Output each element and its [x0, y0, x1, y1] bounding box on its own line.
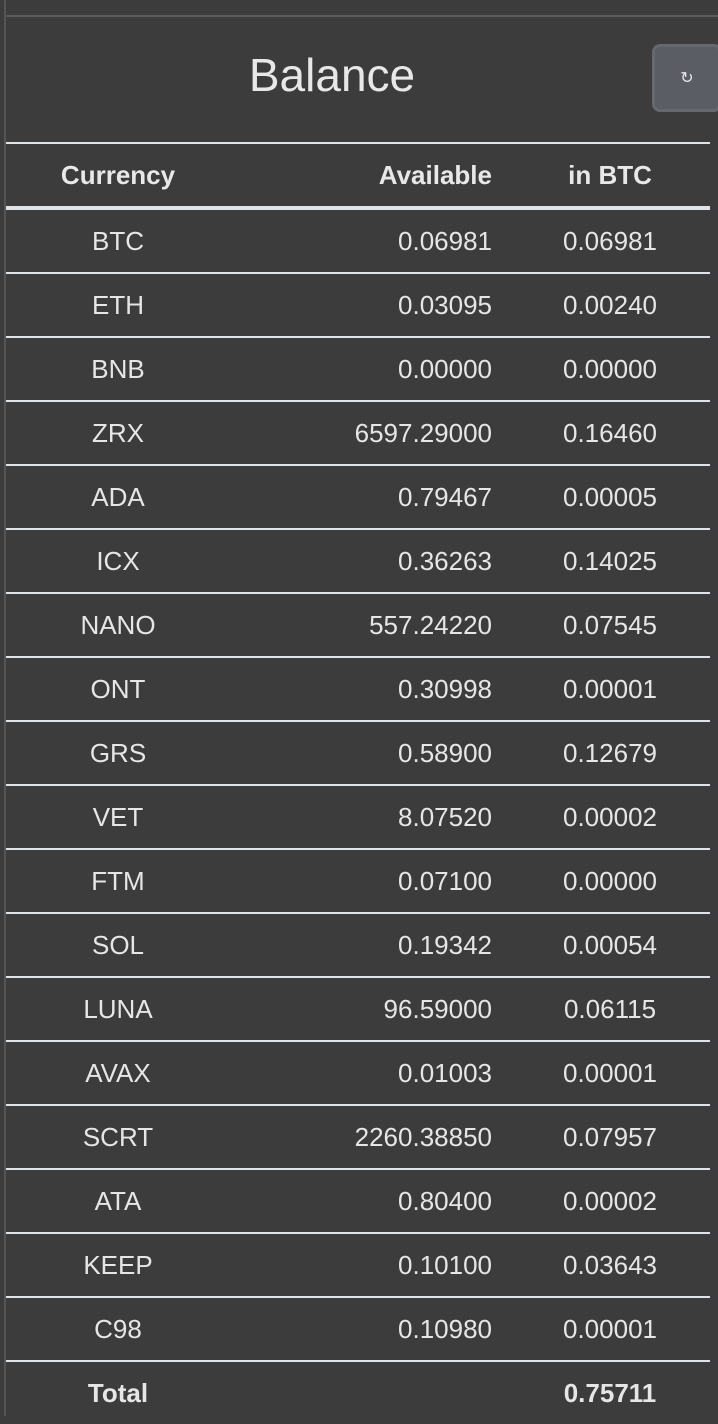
- table-row: AVAX 0.01003 0.00001: [6, 1041, 710, 1105]
- cell-in-btc: 0.00001: [563, 673, 657, 704]
- cell-currency: ATA: [94, 1185, 142, 1216]
- cell-currency: ONT: [90, 673, 146, 704]
- cell-in-btc: 0.00000: [563, 353, 657, 384]
- table-row: ATA 0.80400 0.00002: [6, 1169, 710, 1233]
- cell-currency: VET: [92, 801, 144, 832]
- cell-in-btc: 0.07545: [563, 609, 657, 640]
- table-row: GRS 0.58900 0.12679: [6, 721, 710, 785]
- table-row: BNB 0.00000 0.00000: [6, 337, 710, 401]
- cell-in-btc: 0.06981: [563, 225, 657, 256]
- table-row: ZRX 6597.29000 0.16460: [6, 401, 710, 465]
- table-row: VET 8.07520 0.00002: [6, 785, 710, 849]
- table-row: KEEP 0.10100 0.03643: [6, 1233, 710, 1297]
- total-row: Total 0.75711: [6, 1361, 710, 1424]
- refresh-button[interactable]: ↻: [652, 44, 718, 112]
- cell-currency: SOL: [91, 929, 145, 960]
- table-row: FTM 0.07100 0.00000: [6, 849, 710, 913]
- cell-available: 0.03095: [398, 289, 492, 320]
- cell-available: 0.06981: [398, 225, 492, 256]
- cell-available: 0.58900: [398, 737, 492, 768]
- cell-in-btc: 0.00005: [563, 481, 657, 512]
- cell-available: 0.01003: [398, 1057, 492, 1088]
- cell-currency: ADA: [91, 481, 145, 512]
- cell-available: 0.30998: [398, 673, 492, 704]
- balance-table: Currency Available in BTC BTC 0.06981 0.06…: [6, 142, 710, 1424]
- cell-currency: NANO: [80, 609, 156, 640]
- table-row: ICX 0.36263 0.14025: [6, 529, 710, 593]
- cell-available: 96.59000: [383, 993, 492, 1024]
- cell-currency: GRS: [89, 737, 147, 768]
- cell-available: 8.07520: [398, 801, 492, 832]
- cell-currency: ETH: [92, 289, 144, 320]
- panel-border: [4, 0, 6, 1416]
- cell-currency: ICX: [96, 545, 140, 576]
- table-row: LUNA 96.59000 0.06115: [6, 977, 710, 1041]
- cell-in-btc: 0.00002: [563, 801, 657, 832]
- table-row: C98 0.10980 0.00001: [6, 1297, 710, 1361]
- cell-currency: AVAX: [85, 1057, 151, 1088]
- table-row: ETH 0.03095 0.00240: [6, 273, 710, 337]
- cell-available: 0.36263: [398, 545, 492, 576]
- cell-currency: ZRX: [92, 417, 144, 448]
- cell-available: 0.19342: [398, 929, 492, 960]
- cell-available: 0.07100: [398, 865, 492, 896]
- cell-currency: FTM: [91, 865, 145, 896]
- cell-currency: LUNA: [83, 993, 153, 1024]
- total-value: 0.75711: [563, 1377, 657, 1408]
- cell-available: 557.24220: [369, 609, 492, 640]
- cell-available: 0.00000: [398, 353, 492, 384]
- cell-in-btc: 0.00002: [563, 1185, 657, 1216]
- cell-in-btc: 0.14025: [563, 545, 657, 576]
- cell-available: 6597.29000: [354, 417, 492, 448]
- table-row: ADA 0.79467 0.00005: [6, 465, 710, 529]
- cell-in-btc: 0.00000: [563, 865, 657, 896]
- divider: [6, 15, 718, 17]
- cell-in-btc: 0.00054: [563, 929, 657, 960]
- cell-in-btc: 0.00240: [563, 289, 657, 320]
- total-available: [230, 1361, 510, 1424]
- cell-in-btc: 0.06115: [563, 993, 657, 1024]
- total-label: Total: [87, 1377, 149, 1408]
- table-row: SCRT 2260.38850 0.07957: [6, 1105, 710, 1169]
- cell-available: 2260.38850: [354, 1121, 492, 1152]
- cell-in-btc: 0.07957: [563, 1121, 657, 1152]
- table-header: Currency Available in BTC: [6, 143, 710, 208]
- page-title: Balance: [248, 49, 416, 101]
- cell-currency: C98: [94, 1313, 142, 1344]
- cell-currency: KEEP: [83, 1249, 153, 1280]
- cell-in-btc: 0.00001: [563, 1313, 657, 1344]
- table-row: SOL 0.19342 0.00054: [6, 913, 710, 977]
- refresh-icon: ↻: [680, 70, 694, 87]
- cell-in-btc: 0.00001: [563, 1057, 657, 1088]
- cell-currency: BNB: [91, 353, 145, 384]
- table-row: ONT 0.30998 0.00001: [6, 657, 710, 721]
- cell-currency: SCRT: [82, 1121, 154, 1152]
- table-row: BTC 0.06981 0.06981: [6, 208, 710, 273]
- column-header-in-btc: in BTC: [568, 159, 652, 190]
- table-row: NANO 557.24220 0.07545: [6, 593, 710, 657]
- column-header-currency: Currency: [60, 159, 176, 190]
- cell-available: 0.80400: [398, 1185, 492, 1216]
- cell-available: 0.79467: [398, 481, 492, 512]
- cell-in-btc: 0.12679: [563, 737, 657, 768]
- cell-available: 0.10100: [398, 1249, 492, 1280]
- cell-currency: BTC: [92, 225, 144, 256]
- cell-available: 0.10980: [398, 1313, 492, 1344]
- cell-in-btc: 0.16460: [563, 417, 657, 448]
- cell-in-btc: 0.03643: [563, 1249, 657, 1280]
- column-header-available: Available: [378, 159, 492, 190]
